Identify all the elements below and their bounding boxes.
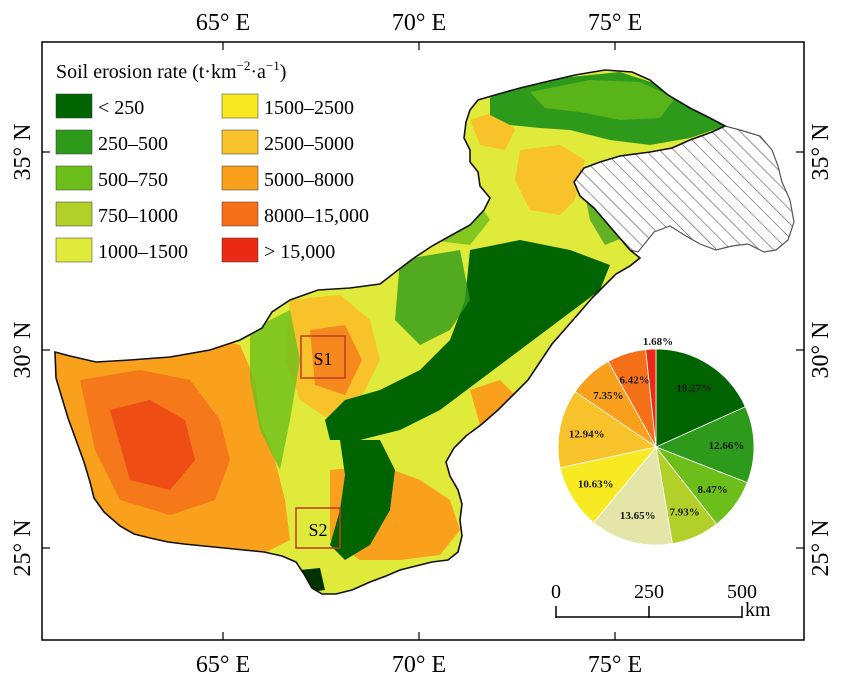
legend-label: 1000–1500 bbox=[98, 241, 188, 263]
pie-slice-label: 12.66% bbox=[709, 440, 745, 452]
legend-title: Soil erosion rate (t·km−2·a−1) bbox=[56, 58, 286, 83]
legend-swatch bbox=[55, 165, 93, 191]
left-tick-35n: 35° N bbox=[10, 124, 36, 181]
legend-label: 2500–5000 bbox=[264, 133, 354, 155]
pie-slice-label: 13.65% bbox=[620, 510, 656, 522]
pie-slice bbox=[645, 348, 657, 448]
legend-swatch bbox=[221, 129, 259, 155]
pie-slice-label: 8.47% bbox=[698, 484, 728, 496]
legend-swatch bbox=[221, 93, 259, 119]
legend-label: 8000–15,000 bbox=[264, 205, 369, 227]
bottom-tick-65e: 65° E bbox=[196, 652, 250, 678]
site-box-s1 bbox=[300, 335, 346, 379]
legend: Soil erosion rate (t·km−2·a−1) < 250 250–… bbox=[55, 58, 369, 263]
pie-chart: 18.27% 12.66% 8.47% 7.93% 13.65% 10.63% 12.94%… bbox=[557, 336, 755, 546]
legend-label: 1500–2500 bbox=[264, 97, 354, 119]
bottom-tick-75e: 75° E bbox=[588, 652, 642, 678]
pie-slice-label: 12.94% bbox=[569, 428, 605, 440]
scale-tick-0: 0 bbox=[551, 581, 561, 603]
legend-label: < 250 bbox=[98, 97, 144, 119]
site-box-s2 bbox=[295, 507, 341, 549]
pie-slice-label: 7.35% bbox=[593, 390, 623, 402]
pie-slice bbox=[557, 391, 657, 469]
pie-slice bbox=[654, 406, 755, 484]
pie-slice bbox=[593, 446, 673, 546]
legend-swatch bbox=[55, 129, 93, 155]
scale-unit: km bbox=[745, 599, 771, 621]
scale-bar: 0 250 500 km bbox=[551, 581, 771, 621]
pie-slice-label: 7.93% bbox=[669, 507, 699, 519]
pie-slice bbox=[655, 348, 746, 448]
legend-swatch bbox=[55, 93, 93, 119]
legend-swatch bbox=[221, 165, 259, 191]
pie-slice-label: 10.63% bbox=[578, 479, 614, 491]
pie-slice-label: 1.68% bbox=[643, 336, 673, 348]
left-tick-30n: 30° N bbox=[10, 322, 36, 379]
top-tick-65e: 65° E bbox=[196, 10, 250, 36]
legend-label: 500–750 bbox=[98, 169, 168, 191]
pie-slice-label: 6.42% bbox=[620, 375, 650, 387]
legend-swatch bbox=[55, 201, 93, 227]
scale-tick-250: 250 bbox=[634, 581, 664, 603]
legend-label: 5000–8000 bbox=[264, 169, 354, 191]
site-label-s2: S2 bbox=[308, 520, 327, 540]
country-boundary bbox=[54, 69, 727, 595]
right-tick-30n: 30° N bbox=[808, 322, 834, 379]
right-tick-25n: 25° N bbox=[808, 520, 834, 577]
top-tick-75e: 75° E bbox=[588, 10, 642, 36]
legend-swatch bbox=[221, 237, 259, 263]
legend-swatch bbox=[221, 201, 259, 227]
top-tick-70e: 70° E bbox=[392, 10, 446, 36]
legend-label: > 15,000 bbox=[264, 241, 335, 263]
frame-ticks bbox=[42, 42, 804, 640]
left-tick-25n: 25° N bbox=[10, 520, 36, 577]
legend-swatch bbox=[55, 237, 93, 263]
pie-slice-label: 18.27% bbox=[676, 383, 712, 395]
legend-label: 750–1000 bbox=[98, 205, 178, 227]
site-label-s1: S1 bbox=[313, 349, 332, 369]
scale-tick-500: 500 bbox=[727, 581, 757, 603]
bottom-tick-70e: 70° E bbox=[392, 652, 446, 678]
right-tick-35n: 35° N bbox=[808, 124, 834, 181]
legend-label: 250–500 bbox=[98, 133, 168, 155]
